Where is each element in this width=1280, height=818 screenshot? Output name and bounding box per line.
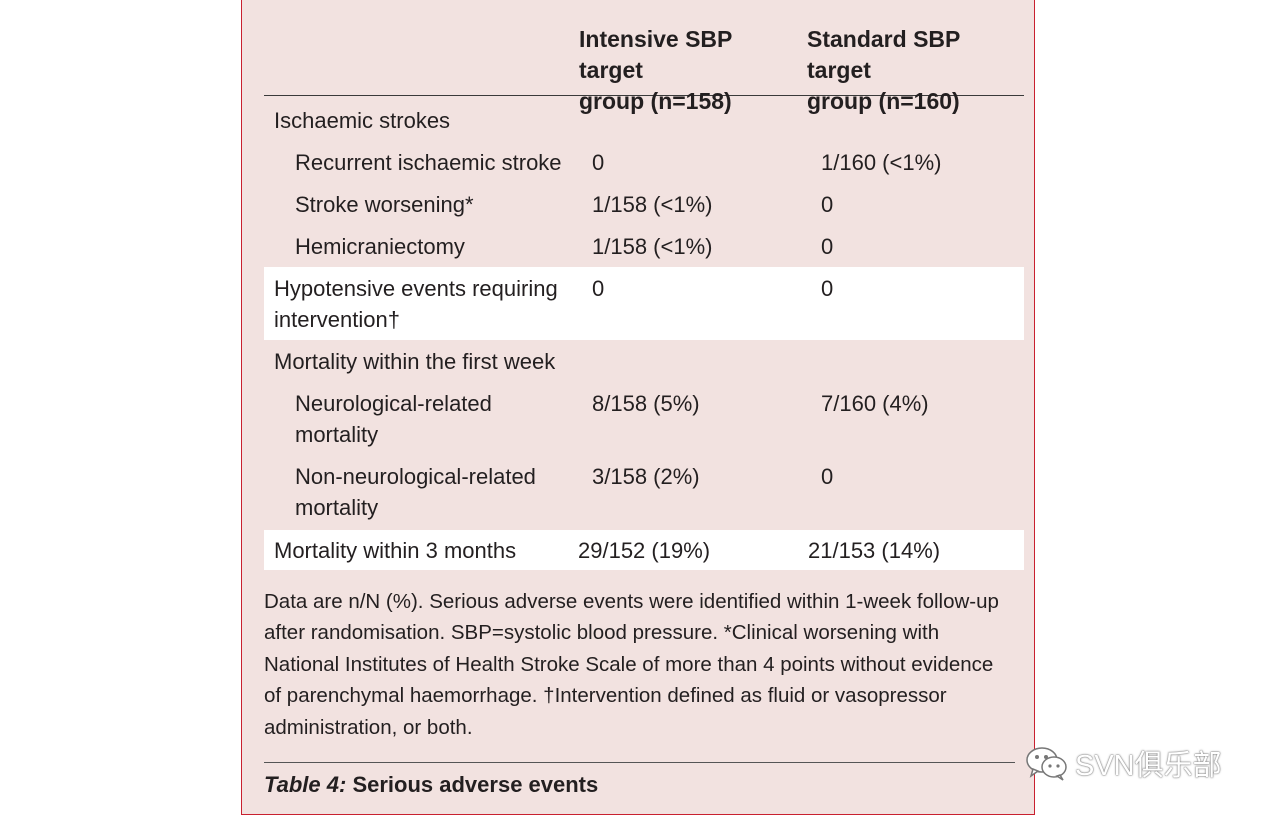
row-label: Mortality within the first week bbox=[274, 349, 556, 374]
table-row: Neurological-related mortality 8/158 (5%… bbox=[264, 388, 1024, 452]
watermark: SVN俱乐部 bbox=[1025, 744, 1222, 782]
intensive-value: 1/158 (<1%) bbox=[592, 192, 713, 217]
table-caption: Table 4: Serious adverse events bbox=[264, 772, 598, 798]
row-label: Recurrent ischaemic stroke bbox=[295, 150, 562, 175]
row-label: Stroke worsening* bbox=[295, 192, 474, 217]
caption-divider bbox=[264, 762, 1015, 763]
intensive-value: 3/158 (2%) bbox=[592, 464, 700, 489]
caption-label: Table 4: bbox=[264, 772, 347, 797]
table-footnote: Data are n/N (%). Serious adverse events… bbox=[264, 590, 999, 739]
table-panel: Intensive SBP target group (n=158) Stand… bbox=[241, 0, 1035, 815]
intensive-value: 0 bbox=[592, 276, 605, 301]
standard-value: 0 bbox=[821, 464, 834, 489]
standard-column-header: Standard SBP target group (n=160) bbox=[807, 26, 960, 114]
table-row: Ischaemic strokes bbox=[264, 105, 1024, 137]
caption-title: Serious adverse events bbox=[346, 772, 599, 797]
row-label: Non-neurological-related mortality bbox=[295, 464, 536, 520]
row-label: Ischaemic strokes bbox=[274, 108, 451, 133]
standard-value: 0 bbox=[821, 276, 834, 301]
table-row: Mortality within 3 months 29/152 (19%) 2… bbox=[264, 530, 1024, 570]
table-row: Recurrent ischaemic stroke 0 1/160 (<1%) bbox=[264, 147, 1024, 179]
intensive-value: 29/152 (19%) bbox=[578, 538, 711, 563]
table-header: Intensive SBP target group (n=158) Stand… bbox=[264, 24, 1024, 114]
intensive-value: 8/158 (5%) bbox=[592, 391, 700, 416]
table-row: Mortality within the first week bbox=[264, 346, 1024, 378]
watermark-text: SVN俱乐部 bbox=[1075, 750, 1222, 782]
standard-value: 7/160 (4%) bbox=[821, 391, 929, 416]
table-row: Hemicraniectomy 1/158 (<1%) 0 bbox=[264, 231, 1024, 263]
standard-value: 21/153 (14%) bbox=[808, 538, 941, 563]
row-label: Hemicraniectomy bbox=[295, 234, 465, 259]
table-row: Stroke worsening* 1/158 (<1%) 0 bbox=[264, 189, 1024, 221]
intensive-value: 1/158 (<1%) bbox=[592, 234, 713, 259]
row-label: Hypotensive events requiring interventio… bbox=[274, 276, 558, 332]
intensive-column-header: Intensive SBP target group (n=158) bbox=[579, 26, 732, 114]
standard-value: 1/160 (<1%) bbox=[821, 150, 942, 175]
row-label: Mortality within 3 months bbox=[274, 538, 517, 563]
wechat-icon bbox=[1026, 747, 1067, 781]
table-row: Hypotensive events requiring interventio… bbox=[264, 267, 1024, 340]
row-label: Neurological-related mortality bbox=[295, 391, 492, 447]
table-row: Non-neurological-related mortality 3/158… bbox=[264, 461, 1024, 525]
standard-value: 0 bbox=[821, 192, 834, 217]
intensive-value: 0 bbox=[592, 150, 605, 175]
standard-value: 0 bbox=[821, 234, 834, 259]
